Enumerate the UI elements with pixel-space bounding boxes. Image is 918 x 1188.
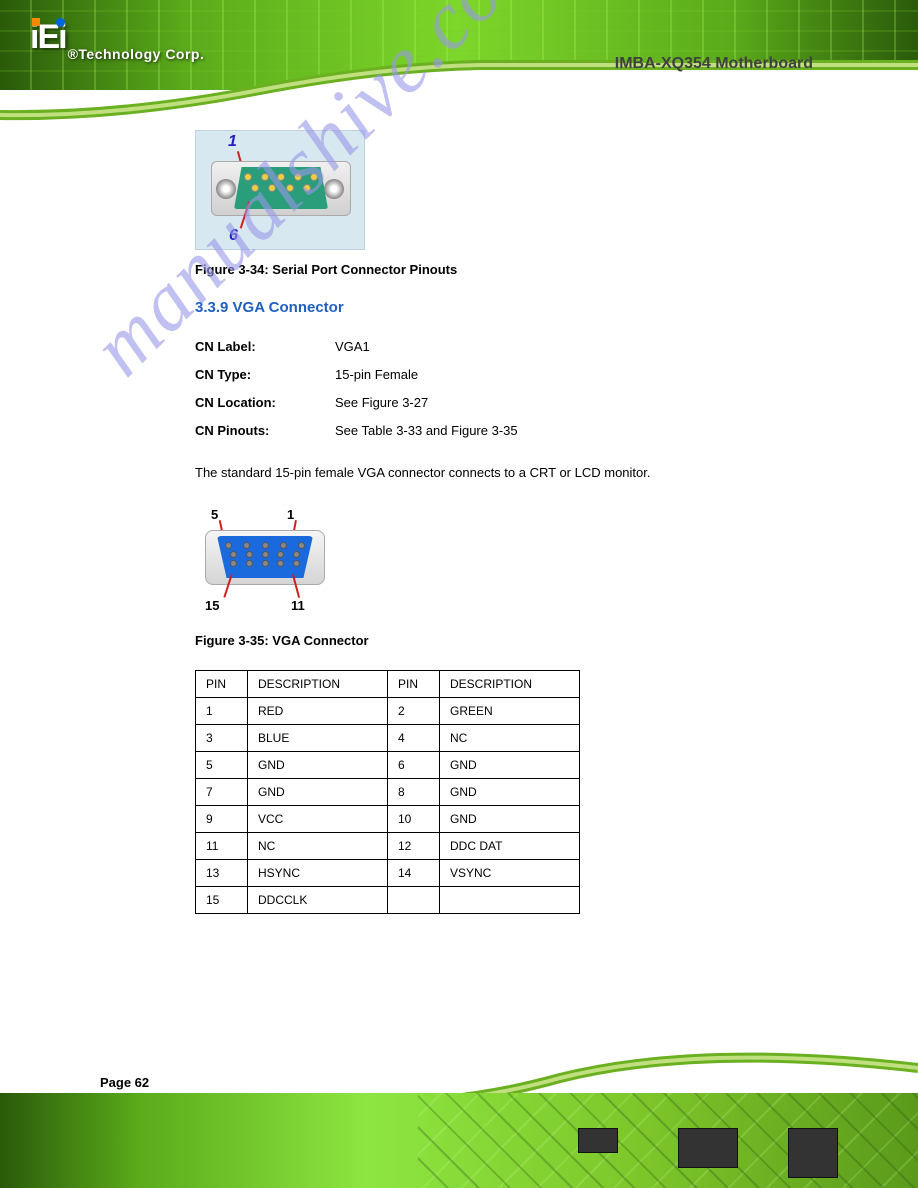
table-row: 11NC12DDC DAT <box>196 833 580 860</box>
section-number: 3.3.9 <box>195 299 228 316</box>
logo: iEi ®Technology Corp. <box>30 18 204 62</box>
table-cell: VSYNC <box>440 860 580 887</box>
table-cell: GND <box>440 806 580 833</box>
table-cell: GREEN <box>440 698 580 725</box>
th-pin2: PIN <box>388 671 440 698</box>
vga-pin11-label: 11 <box>291 598 305 613</box>
vga-connector-image: 5 1 15 11 <box>195 504 335 619</box>
table-cell: 9 <box>196 806 248 833</box>
cn-label-label: CN Label: <box>195 334 335 360</box>
table-row: 3BLUE4NC <box>196 725 580 752</box>
figure2-caption: Figure 3-35: VGA Connector <box>195 633 918 648</box>
cn-label-row: CN Label: VGA1 <box>195 334 918 360</box>
footer-pcb-bg <box>0 1093 918 1188</box>
table-row: 15DDCCLK <box>196 887 580 914</box>
table-cell: DDC DAT <box>440 833 580 860</box>
logo-tagline: ®Technology Corp. <box>68 46 205 62</box>
header-banner: iEi ®Technology Corp. IMBA-XQ354 Motherb… <box>0 0 918 135</box>
table-cell: 10 <box>388 806 440 833</box>
footer-chip-1 <box>678 1128 738 1168</box>
table-cell: 2 <box>388 698 440 725</box>
cn-type-value: 15-pin Female <box>335 362 418 388</box>
section-heading: 3.3.9 VGA Connector <box>195 299 918 316</box>
th-desc1: DESCRIPTION <box>248 671 388 698</box>
th-pin1: PIN <box>196 671 248 698</box>
table-cell: 11 <box>196 833 248 860</box>
footer-chip-2 <box>788 1128 838 1178</box>
db9-screw-right <box>324 179 344 199</box>
table-cell: RED <box>248 698 388 725</box>
footer-banner: Page 62 <box>0 1058 918 1188</box>
cn-type-row: CN Type: 15-pin Female <box>195 362 918 388</box>
table-cell: 8 <box>388 779 440 806</box>
table-cell: GND <box>440 752 580 779</box>
db9-pin6-label: 6 <box>229 227 238 245</box>
footer-chip-3 <box>578 1128 618 1153</box>
cn-pinouts-value: See Table 3-33 and Figure 3-35 <box>335 418 518 444</box>
table-cell: DDCCLK <box>248 887 388 914</box>
section-title: VGA Connector <box>233 299 344 316</box>
table-cell: 1 <box>196 698 248 725</box>
cn-type-label: CN Type: <box>195 362 335 388</box>
footer-pcb-detail <box>418 1093 918 1188</box>
table-row: 9VCC10GND <box>196 806 580 833</box>
table-cell: 5 <box>196 752 248 779</box>
table-cell: HSYNC <box>248 860 388 887</box>
table-cell: 3 <box>196 725 248 752</box>
vga-pin5-label: 5 <box>211 507 218 522</box>
body-text: The standard 15-pin female VGA connector… <box>195 460 815 486</box>
table-cell: GND <box>248 752 388 779</box>
vga-pins <box>225 542 305 569</box>
table-row: 13HSYNC14VSYNC <box>196 860 580 887</box>
db9-pin1-label: 1 <box>228 133 237 151</box>
table-cell: NC <box>248 833 388 860</box>
vga-pin15-label: 15 <box>205 598 219 613</box>
table-cell: BLUE <box>248 725 388 752</box>
pinout-table: PIN DESCRIPTION PIN DESCRIPTION 1RED2GRE… <box>195 670 580 914</box>
document-title: IMBA-XQ354 Motherboard <box>615 55 813 73</box>
db9-pins <box>244 173 318 192</box>
cn-pinouts-row: CN Pinouts: See Table 3-33 and Figure 3-… <box>195 418 918 444</box>
cn-pinouts-label: CN Pinouts: <box>195 418 335 444</box>
table-cell <box>388 887 440 914</box>
cn-location-label: CN Location: <box>195 390 335 416</box>
th-desc2: DESCRIPTION <box>440 671 580 698</box>
db9-screw-left <box>216 179 236 199</box>
table-header-row: PIN DESCRIPTION PIN DESCRIPTION <box>196 671 580 698</box>
table-cell: 15 <box>196 887 248 914</box>
table-cell: NC <box>440 725 580 752</box>
figure1-caption: Figure 3-34: Serial Port Connector Pinou… <box>195 262 918 277</box>
logo-icon: iEi <box>30 18 66 57</box>
cn-label-value: VGA1 <box>335 334 370 360</box>
table-cell: GND <box>248 779 388 806</box>
db9-connector-image: 1 6 <box>195 130 365 250</box>
table-cell: 6 <box>388 752 440 779</box>
table-cell: 14 <box>388 860 440 887</box>
table-row: 5GND6GND <box>196 752 580 779</box>
cn-location-row: CN Location: See Figure 3-27 <box>195 390 918 416</box>
page-number: Page 62 <box>100 1075 149 1090</box>
table-cell: 13 <box>196 860 248 887</box>
table-cell: 7 <box>196 779 248 806</box>
table-cell: GND <box>440 779 580 806</box>
page-content: 1 6 Figure 3-34: Serial Port Connector P… <box>0 130 918 914</box>
table-row: 1RED2GREEN <box>196 698 580 725</box>
table-cell: 4 <box>388 725 440 752</box>
table-cell: 12 <box>388 833 440 860</box>
table-row: 7GND8GND <box>196 779 580 806</box>
vga-pin1-label: 1 <box>287 507 294 522</box>
cn-location-value: See Figure 3-27 <box>335 390 428 416</box>
table-cell: VCC <box>248 806 388 833</box>
table-cell <box>440 887 580 914</box>
